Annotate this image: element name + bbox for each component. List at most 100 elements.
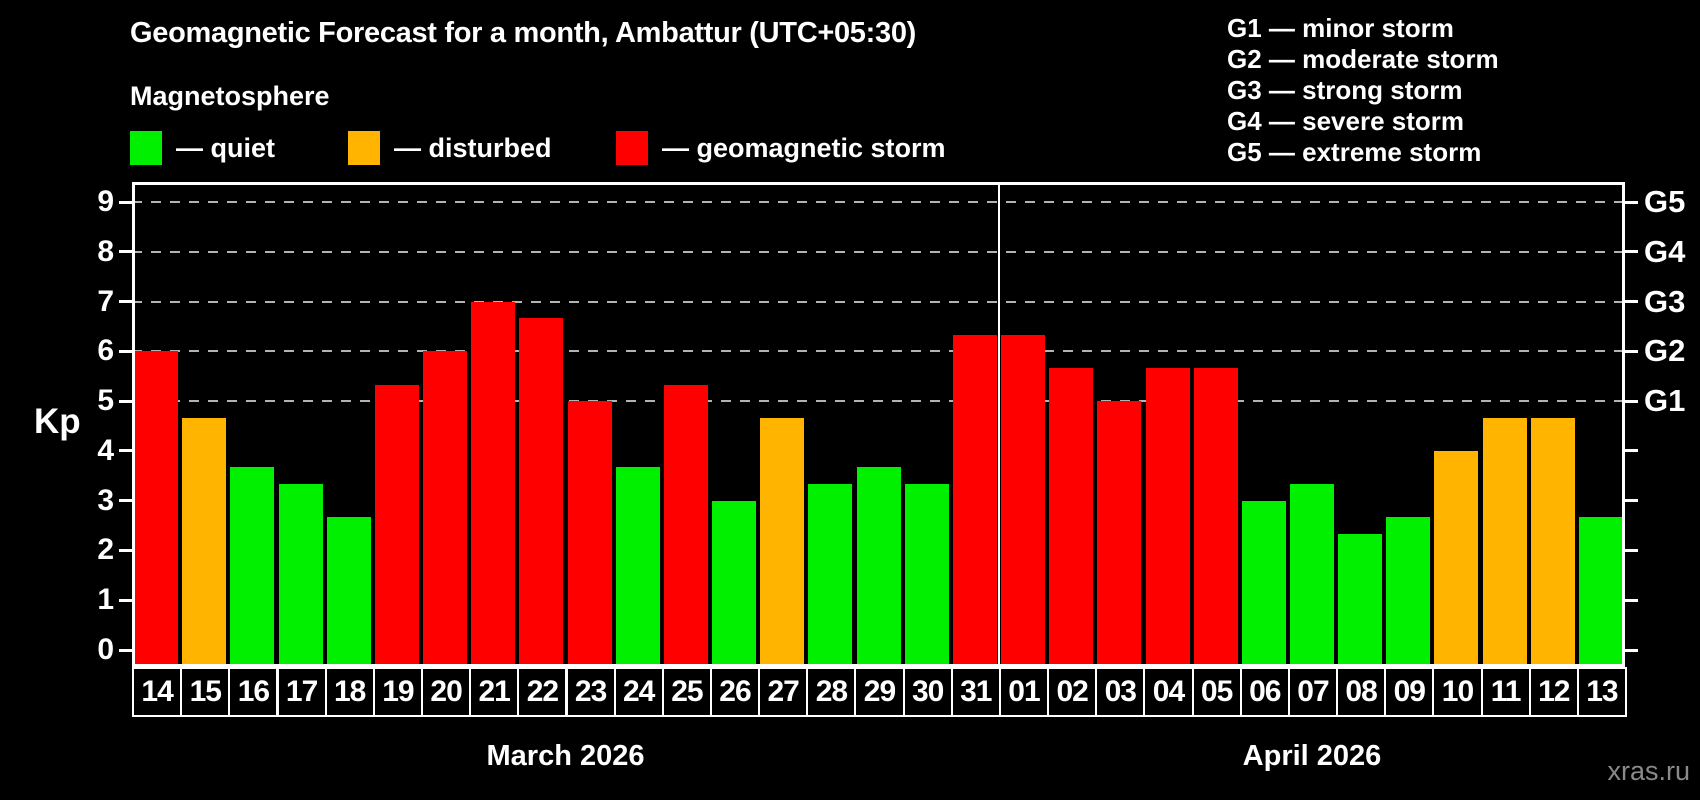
g-legend-line-g4: G4 — severe storm	[1227, 106, 1465, 136]
legend-item-storm: — geomagnetic storm	[616, 131, 946, 165]
month-label-april: April 2026	[1242, 740, 1382, 772]
kp-bar-17	[278, 484, 323, 667]
kp-bar-12	[1530, 417, 1575, 667]
date-label-14: 14	[132, 667, 183, 717]
kp-bar-08	[1338, 534, 1383, 667]
g-legend-line-g1: G1 — minor storm	[1227, 13, 1454, 43]
date-label-06: 06	[1239, 667, 1290, 717]
kp-bar-11	[1482, 417, 1527, 667]
g-legend-line-g5: G5 — extreme storm	[1227, 137, 1482, 167]
date-label-07: 07	[1287, 667, 1339, 717]
date-label-11: 11	[1480, 667, 1531, 717]
date-label-01: 01	[998, 667, 1050, 717]
g-scale-legend: G1 — minor storm G2 — moderate storm G3 …	[1227, 13, 1499, 168]
y-axis-tick	[119, 300, 132, 303]
date-label-20: 20	[421, 667, 472, 717]
right-axis-tick	[1625, 499, 1638, 503]
kp-bar-03	[1097, 401, 1142, 667]
kp-bar-13	[1578, 517, 1623, 667]
date-label-26: 26	[709, 667, 761, 717]
y-axis-tick	[119, 200, 132, 204]
g-level-label-g3: G3	[1644, 283, 1686, 319]
y-axis-tick	[119, 648, 132, 652]
kp-bar-10	[1434, 450, 1479, 667]
legend-label-storm: — geomagnetic storm	[662, 132, 946, 163]
y-axis-tick	[119, 399, 132, 403]
kp-bar-21	[471, 301, 516, 667]
legend-title: Magnetosphere	[130, 81, 330, 111]
right-axis-tick	[1625, 200, 1638, 204]
g-gridline-g2	[132, 350, 1625, 353]
y-axis-title: Kp	[34, 402, 81, 441]
date-label-19: 19	[372, 667, 423, 717]
y-axis-tick	[119, 499, 132, 503]
y-axis-tick-label: 3	[97, 483, 114, 517]
date-label-10: 10	[1432, 667, 1483, 717]
g-gridline-g5	[132, 200, 1625, 203]
kp-bar-18	[326, 517, 371, 667]
quiet-color-swatch	[130, 131, 162, 165]
g-gridline-g1	[132, 400, 1625, 403]
y-axis-tick	[119, 250, 132, 254]
g-gridline-g3	[132, 300, 1625, 303]
y-axis-tick-label: 2	[97, 533, 114, 567]
g-level-label-g2: G2	[1644, 333, 1686, 369]
kp-bar-27	[760, 417, 805, 667]
date-label-17: 17	[276, 667, 327, 717]
date-label-29: 29	[854, 667, 905, 717]
date-label-24: 24	[613, 667, 664, 717]
g-level-label-g4: G4	[1644, 233, 1686, 269]
right-axis-tick	[1625, 300, 1638, 303]
kp-bar-15	[182, 417, 227, 667]
kp-bar-19	[374, 384, 419, 667]
kp-bar-16	[230, 467, 275, 667]
kp-bar-04	[1145, 367, 1190, 667]
date-label-12: 12	[1528, 667, 1579, 717]
legend-item-disturbed: — disturbed	[348, 131, 552, 165]
right-axis-tick	[1625, 399, 1638, 403]
kp-bar-31	[952, 334, 997, 667]
kp-bar-26	[712, 500, 756, 667]
date-label-31: 31	[950, 667, 1001, 717]
g-gridline-g4	[132, 250, 1625, 253]
y-axis-tick-label: 0	[97, 633, 114, 666]
disturbed-color-swatch	[348, 131, 380, 165]
y-axis-tick-label: 5	[97, 384, 114, 418]
kp-bar-05	[1193, 367, 1238, 667]
date-label-22: 22	[517, 667, 568, 717]
legend-item-quiet: — quiet	[130, 131, 275, 165]
g-level-label-g1: G1	[1644, 383, 1686, 419]
right-axis-tick	[1625, 250, 1638, 254]
month-separator-line	[997, 182, 1000, 667]
date-label-30: 30	[902, 667, 953, 717]
storm-color-swatch	[616, 131, 648, 165]
date-label-13: 13	[1576, 667, 1627, 717]
y-axis-tick-label: 8	[97, 234, 114, 268]
date-label-08: 08	[1336, 667, 1387, 717]
kp-bar-24	[615, 467, 660, 667]
date-label-16: 16	[228, 667, 279, 717]
kp-bar-06	[1241, 500, 1286, 667]
kp-bar-22	[519, 318, 564, 667]
g-legend-line-g2: G2 — moderate storm	[1227, 44, 1499, 74]
watermark: xras.ru	[1607, 756, 1690, 786]
date-label-28: 28	[806, 667, 857, 717]
y-axis-tick-label: 1	[97, 583, 114, 617]
date-label-15: 15	[180, 667, 231, 717]
legend-label-disturbed: — disturbed	[394, 132, 552, 163]
y-axis-tick-label: 6	[97, 334, 114, 368]
legend-label-quiet: — quiet	[176, 132, 275, 163]
right-axis-tick	[1625, 349, 1638, 353]
kp-bar-14	[134, 351, 179, 667]
y-axis-tick	[119, 449, 132, 453]
date-label-04: 04	[1143, 667, 1194, 717]
kp-bar-07	[1290, 484, 1334, 667]
y-axis-tick-label: 7	[97, 284, 114, 318]
chart-title: Geomagnetic Forecast for a month, Ambatt…	[130, 17, 917, 49]
kp-bar-25	[663, 384, 708, 667]
date-label-02: 02	[1047, 667, 1098, 717]
right-axis-tick	[1625, 548, 1638, 552]
month-label-march: March 2026	[486, 740, 645, 772]
